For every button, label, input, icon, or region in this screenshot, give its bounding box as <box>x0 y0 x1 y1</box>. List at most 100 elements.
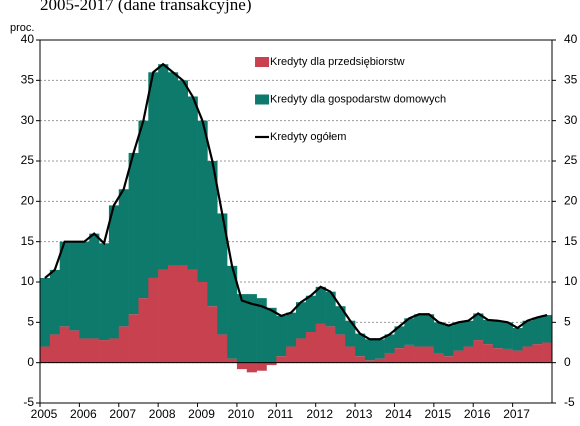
bar <box>187 96 198 270</box>
y-tick-label: 30 <box>21 113 35 127</box>
bar <box>483 319 494 345</box>
x-tick-label: 2011 <box>267 407 293 421</box>
x-tick-label: 2005 <box>31 407 58 421</box>
bar <box>168 265 179 363</box>
bar <box>473 313 484 341</box>
bar <box>79 241 90 339</box>
y2-tick-label: 15 <box>564 234 578 248</box>
y-tick-label: 40 <box>21 32 35 46</box>
x-tick-label: 2014 <box>385 407 412 421</box>
bar <box>118 189 129 327</box>
bar <box>424 346 435 363</box>
bar <box>384 334 395 353</box>
x-tick-label: 2016 <box>464 407 491 421</box>
bar <box>404 318 415 345</box>
y-axis-label: proc. <box>10 22 34 34</box>
legend: Kredyty dla przedsiębiorstw Kredyty dla g… <box>255 56 446 143</box>
bar <box>502 348 513 363</box>
y-tick-label: 5 <box>27 315 34 329</box>
bar <box>177 80 188 266</box>
bar <box>463 346 474 363</box>
chart-title: 2005-2017 (dane transakcyjne) <box>40 0 251 14</box>
y2-tick-label: -5 <box>564 395 575 409</box>
legend-label: Kredyty ogółem <box>270 131 346 143</box>
bar <box>227 265 238 359</box>
bar <box>374 358 385 363</box>
bar <box>522 320 533 347</box>
y-tick-label: 20 <box>21 194 35 208</box>
bar <box>325 326 336 363</box>
bar <box>256 298 267 363</box>
bar <box>404 344 415 363</box>
y-tick-label: 25 <box>21 153 35 167</box>
bar <box>532 317 543 345</box>
bar <box>394 348 405 363</box>
bar <box>532 344 543 363</box>
bar <box>286 346 297 363</box>
bar <box>483 344 494 363</box>
y2-tick-label: 25 <box>564 153 578 167</box>
x-tick-label: 2017 <box>503 407 530 421</box>
x-tick-label: 2015 <box>424 407 451 421</box>
bar <box>128 152 139 315</box>
bar <box>453 350 464 363</box>
bar <box>246 294 257 363</box>
bar <box>492 320 504 349</box>
bar <box>473 340 484 363</box>
y2-tick-label: 10 <box>564 274 578 288</box>
bar <box>335 334 346 363</box>
bar <box>69 330 80 363</box>
bar <box>197 282 208 363</box>
x-tick-label: 2010 <box>228 407 255 421</box>
bar <box>207 161 218 307</box>
x-tick-label: 2008 <box>149 407 176 421</box>
bar <box>286 312 297 347</box>
bar <box>433 322 444 353</box>
bar <box>374 339 385 359</box>
bar <box>99 243 110 341</box>
bar <box>345 320 356 347</box>
bar <box>236 294 248 363</box>
bar <box>296 338 307 363</box>
y2-tick-label: 0 <box>564 355 571 369</box>
y2-tick-label: 30 <box>564 113 578 127</box>
bar <box>158 64 169 270</box>
bar <box>355 333 366 357</box>
bar <box>217 334 228 363</box>
bar <box>463 320 474 347</box>
bar <box>522 346 533 363</box>
x-tick-label: 2012 <box>306 407 333 421</box>
bar <box>335 306 346 335</box>
bar <box>246 362 257 373</box>
bar <box>414 346 425 363</box>
bar <box>40 277 51 347</box>
bar <box>256 362 267 371</box>
y-tick-label: 10 <box>21 274 35 288</box>
x-tick-label: 2007 <box>109 407 136 421</box>
bar <box>394 326 405 349</box>
bar <box>49 269 60 335</box>
bar <box>424 314 435 347</box>
bar <box>40 346 51 363</box>
legend-swatch <box>255 94 270 105</box>
bar <box>276 356 287 363</box>
bar <box>148 277 159 363</box>
y-tick-label: -5 <box>23 395 34 409</box>
y-tick-label: 35 <box>21 73 35 87</box>
bar <box>345 346 356 363</box>
y-tick-label: 0 <box>27 355 34 369</box>
bar <box>128 314 139 363</box>
x-tick-label: 2013 <box>346 407 373 421</box>
bar <box>227 358 238 363</box>
bar <box>217 213 228 335</box>
y2-tick-label: 40 <box>564 32 578 46</box>
bar <box>502 322 513 349</box>
x-tick-label: 2006 <box>70 407 97 421</box>
bar <box>108 338 120 363</box>
bar <box>207 306 218 363</box>
bar <box>158 269 169 363</box>
bar <box>99 340 110 363</box>
bar <box>197 120 208 283</box>
bar <box>49 334 60 363</box>
bar <box>89 338 100 363</box>
